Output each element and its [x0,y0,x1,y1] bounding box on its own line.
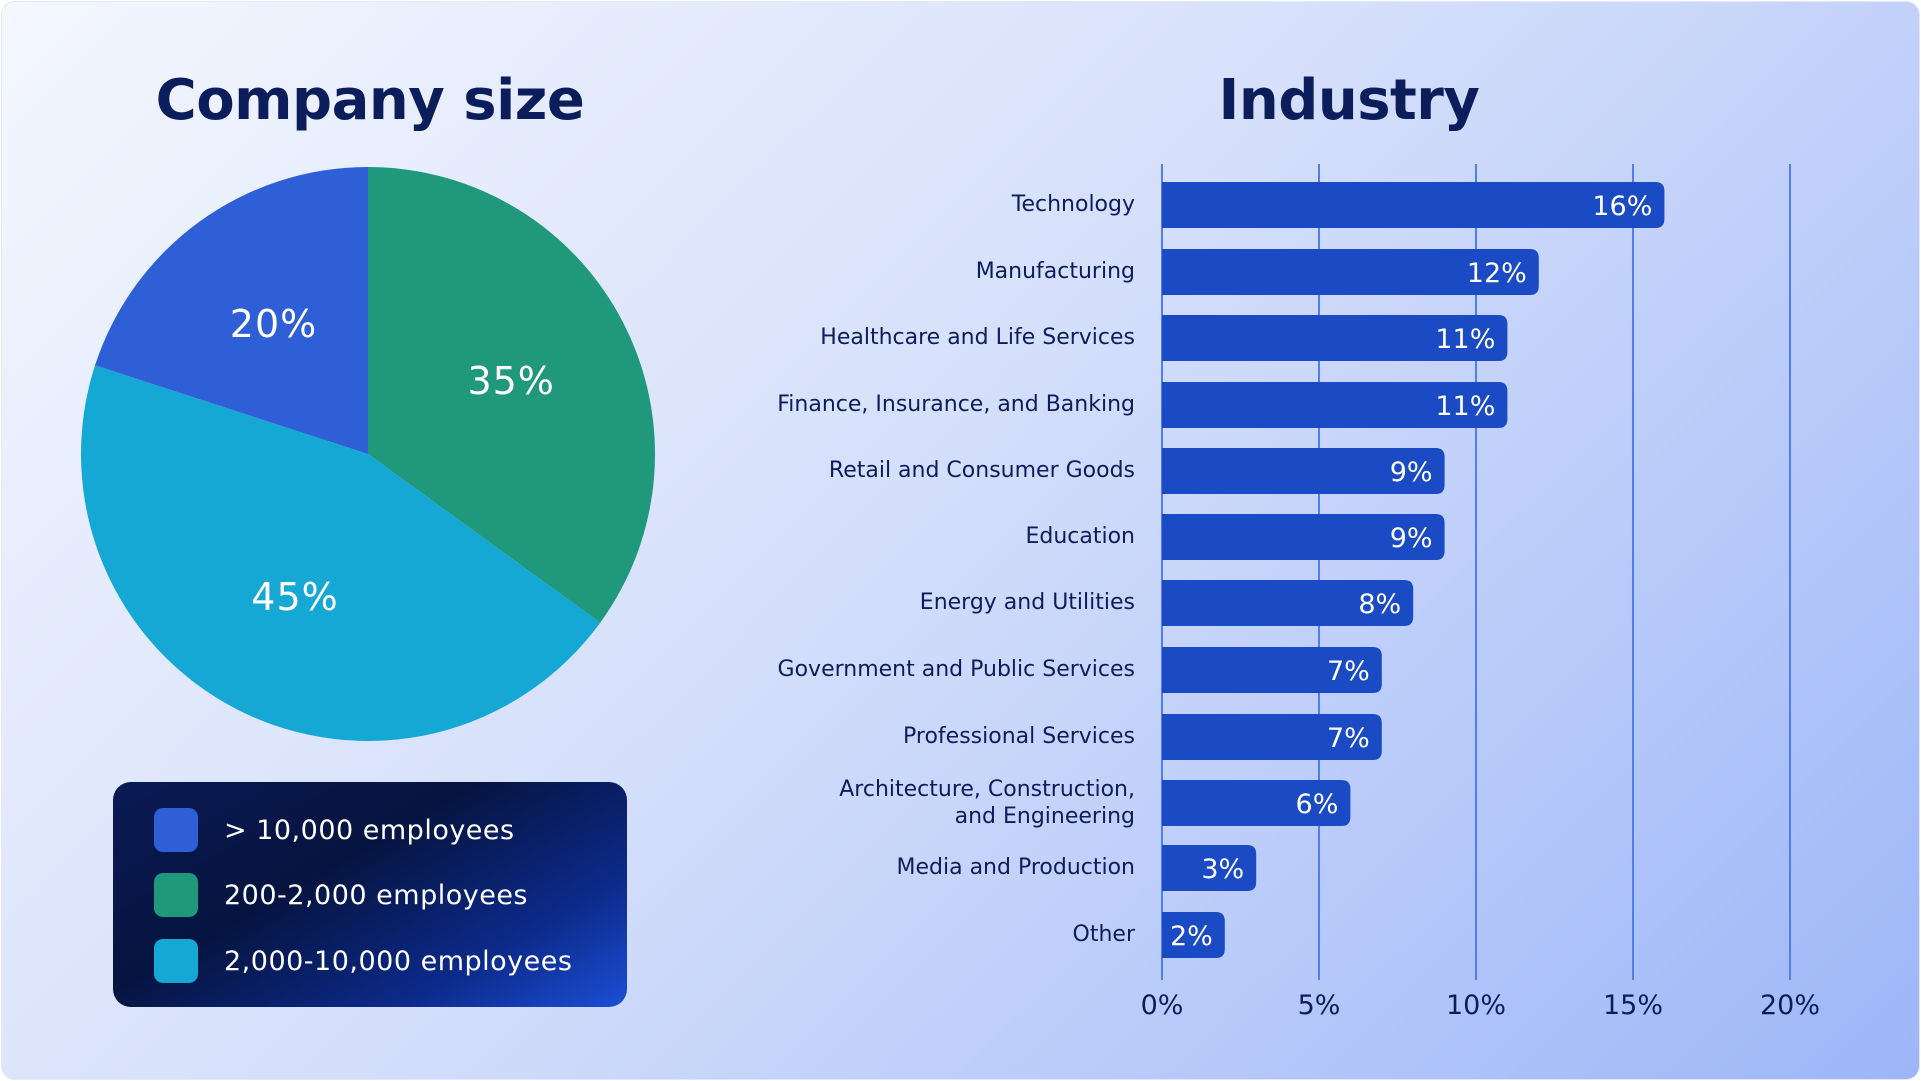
bar [1162,448,1445,494]
x-tick-label: 5% [1298,990,1341,1021]
bar-value-label: 6% [1296,789,1339,820]
bar-value-label: 8% [1358,589,1401,620]
pie-slice-label: 35% [467,359,554,403]
legend-item: 200-2,000 employees [154,873,528,917]
category-label: Government and Public Services [777,657,1135,682]
bar [1162,182,1665,228]
category-label: Technology [1011,192,1135,217]
category-label: Finance, Insurance, and Banking [777,392,1135,417]
pie-slice [368,167,655,623]
x-tick-label: 20% [1760,990,1820,1021]
pie-slice-label: 20% [230,302,317,346]
category-label: Education [1025,524,1135,549]
legend-swatch [154,873,198,917]
pie-slice [95,167,368,454]
legend-swatch [154,939,198,983]
pie-legend: > 10,000 employees 200-2,000 employees 2… [113,782,627,1007]
legend-item: 2,000-10,000 employees [154,939,572,983]
bar [1162,647,1382,693]
bar-value-label: 11% [1435,324,1495,355]
category-label: Healthcare and Life Services [820,325,1135,350]
bar-value-label: 7% [1327,723,1370,754]
bar-chart-title: Industry [1218,68,1480,133]
bar [1162,714,1382,760]
bar [1162,514,1445,560]
category-label: Other [1072,922,1135,947]
bar-value-label: 3% [1201,854,1244,885]
bar [1162,382,1508,428]
bar-value-label: 9% [1390,523,1433,554]
category-label: Energy and Utilities [919,590,1135,615]
x-tick-label: 10% [1446,990,1506,1021]
bar-value-label: 2% [1170,921,1213,952]
bar [1162,580,1414,626]
bar [1162,780,1351,826]
category-label: Media and Production [896,855,1136,880]
legend-label: 2,000-10,000 employees [224,945,573,977]
bar-value-label: 9% [1390,457,1433,488]
bar-value-label: 16% [1592,191,1652,222]
legend-item: > 10,000 employees [154,808,515,852]
bar [1162,845,1257,891]
bar [1162,912,1225,958]
bar-value-label: 11% [1435,391,1495,422]
legend-label: 200-2,000 employees [224,879,528,911]
bar [1162,249,1539,295]
bar [1162,315,1508,361]
category-label: Retail and Consumer Goods [828,458,1135,483]
legend-label: > 10,000 employees [224,814,515,846]
bar-value-label: 12% [1467,258,1527,289]
x-tick-label: 15% [1603,990,1663,1021]
category-label: Professional Services [903,724,1135,749]
pie-slice [80,365,601,742]
category-label: Architecture, Construction, and Engineeri… [839,777,1135,829]
category-label: Manufacturing [975,259,1135,284]
legend-swatch [154,808,198,852]
bar-value-label: 7% [1327,656,1370,687]
x-tick-label: 0% [1141,990,1184,1021]
pie-slice-label: 45% [251,575,338,619]
pie-chart-title: Company size [155,68,585,133]
